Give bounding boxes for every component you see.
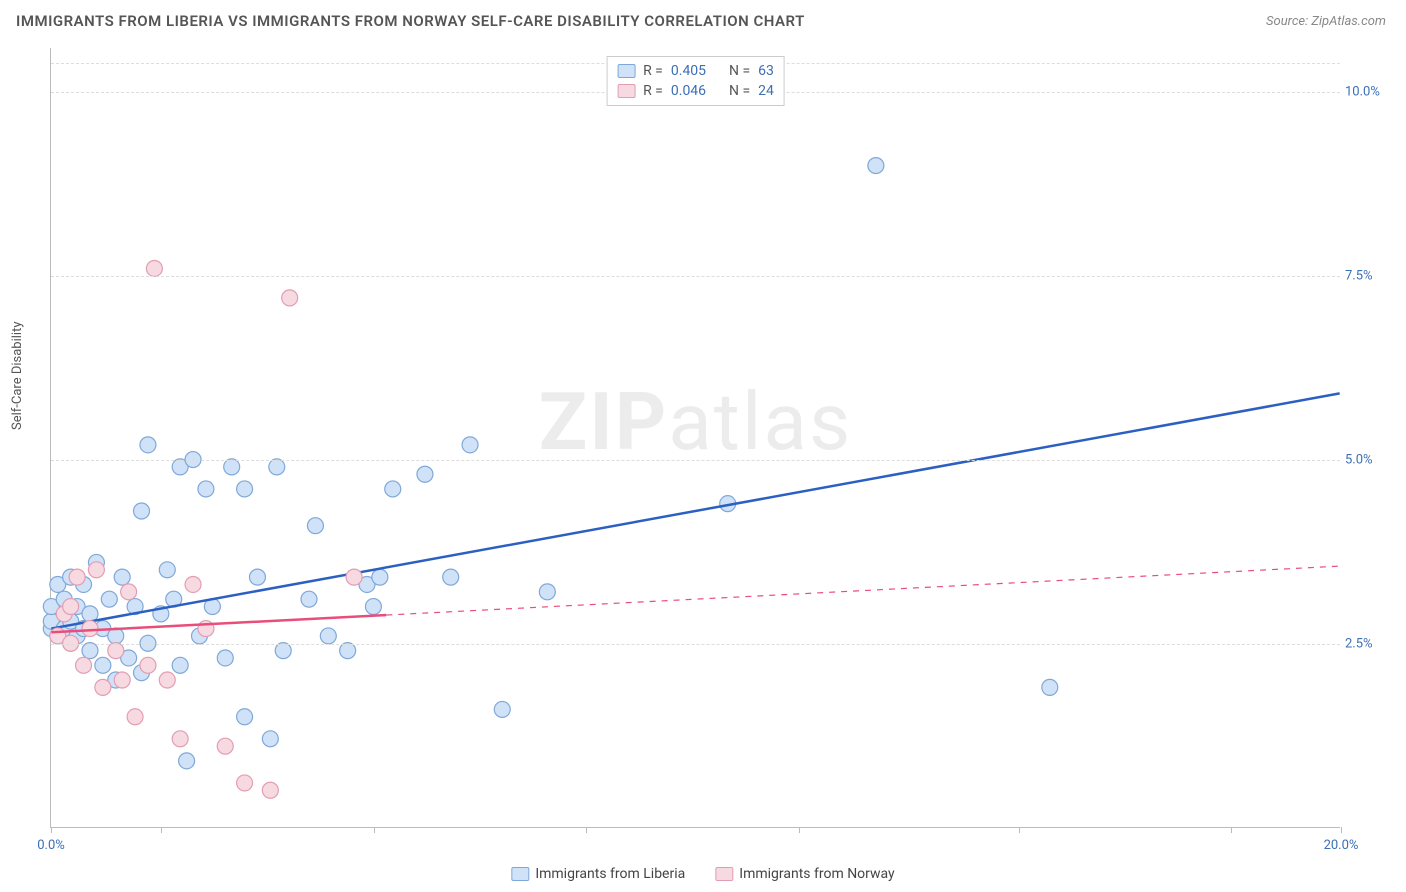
- data-point: [494, 701, 510, 717]
- r-label: R =: [643, 63, 663, 79]
- data-point: [301, 591, 317, 607]
- data-point: [95, 679, 111, 695]
- data-point: [146, 260, 162, 276]
- gridline-h: [51, 460, 1340, 461]
- swatch-norway-icon: [715, 867, 733, 881]
- xtick: [1019, 827, 1020, 833]
- source-label: Source: ZipAtlas.com: [1266, 14, 1386, 29]
- data-point: [320, 628, 336, 644]
- data-point: [282, 290, 298, 306]
- data-point: [539, 584, 555, 600]
- data-point: [237, 775, 253, 791]
- n-label: N =: [729, 83, 750, 99]
- data-point: [385, 481, 401, 497]
- data-point: [172, 657, 188, 673]
- data-point: [237, 481, 253, 497]
- data-point: [127, 709, 143, 725]
- data-point: [417, 466, 433, 482]
- ytick-label: 2.5%: [1345, 637, 1390, 652]
- series-legend: Immigrants from Liberia Immigrants from …: [511, 866, 894, 882]
- n-label: N =: [729, 63, 750, 79]
- data-point: [134, 503, 150, 519]
- xtick: [51, 827, 52, 833]
- legend-row-liberia: R = 0.405 N = 63: [617, 61, 774, 81]
- data-point: [114, 569, 130, 585]
- data-point: [249, 569, 265, 585]
- data-point: [198, 481, 214, 497]
- trend-line-dashed: [386, 566, 1339, 615]
- data-point: [114, 672, 130, 688]
- swatch-liberia: [617, 64, 635, 78]
- data-point: [88, 562, 104, 578]
- n-value-norway: 24: [758, 83, 774, 99]
- legend-row-norway: R = 0.046 N = 24: [617, 81, 774, 101]
- data-point: [217, 738, 233, 754]
- legend-item-norway: Immigrants from Norway: [715, 866, 894, 882]
- legend-item-liberia: Immigrants from Liberia: [511, 866, 685, 882]
- ytick-label: 10.0%: [1345, 85, 1390, 100]
- ytick-label: 7.5%: [1345, 269, 1390, 284]
- legend-label-norway: Immigrants from Norway: [739, 866, 894, 882]
- plot-svg: [51, 48, 1340, 827]
- data-point: [159, 562, 175, 578]
- r-value-liberia: 0.405: [671, 63, 706, 79]
- data-point: [140, 657, 156, 673]
- xtick-label: 0.0%: [37, 838, 65, 853]
- data-point: [69, 569, 85, 585]
- data-point: [76, 657, 92, 673]
- chart-title: IMMIGRANTS FROM LIBERIA VS IMMIGRANTS FR…: [16, 12, 805, 30]
- data-point: [868, 158, 884, 174]
- data-point: [159, 672, 175, 688]
- r-label: R =: [643, 83, 663, 99]
- y-axis-label: Self-Care Disability: [10, 322, 25, 430]
- data-point: [224, 459, 240, 475]
- data-point: [365, 599, 381, 615]
- data-point: [307, 518, 323, 534]
- data-point: [462, 437, 478, 453]
- data-point: [95, 657, 111, 673]
- data-point: [217, 650, 233, 666]
- xtick: [586, 827, 587, 833]
- r-value-norway: 0.046: [671, 83, 706, 99]
- data-point: [185, 576, 201, 592]
- data-point: [262, 782, 278, 798]
- trend-line: [51, 393, 1339, 628]
- gridline-h: [51, 276, 1340, 277]
- data-point: [237, 709, 253, 725]
- gridline-h: [51, 644, 1340, 645]
- xtick: [161, 827, 162, 833]
- data-point: [179, 753, 195, 769]
- plot-area: ZIPatlas R = 0.405 N = 63 R = 0.046 N = …: [50, 48, 1340, 828]
- data-point: [121, 584, 137, 600]
- data-point: [346, 569, 362, 585]
- data-point: [63, 599, 79, 615]
- data-point: [262, 731, 278, 747]
- swatch-liberia-icon: [511, 867, 529, 881]
- data-point: [101, 591, 117, 607]
- swatch-norway: [617, 84, 635, 98]
- data-point: [172, 731, 188, 747]
- n-value-liberia: 63: [758, 63, 774, 79]
- xtick: [1341, 827, 1342, 833]
- data-point: [82, 621, 98, 637]
- data-point: [372, 569, 388, 585]
- xtick: [799, 827, 800, 833]
- data-point: [1042, 679, 1058, 695]
- xtick: [374, 827, 375, 833]
- data-point: [140, 437, 156, 453]
- ytick-label: 5.0%: [1345, 453, 1390, 468]
- legend-label-liberia: Immigrants from Liberia: [535, 866, 685, 882]
- xtick: [1231, 827, 1232, 833]
- data-point: [443, 569, 459, 585]
- xtick-label: 20.0%: [1324, 838, 1359, 853]
- correlation-legend: R = 0.405 N = 63 R = 0.046 N = 24: [606, 56, 785, 106]
- data-point: [269, 459, 285, 475]
